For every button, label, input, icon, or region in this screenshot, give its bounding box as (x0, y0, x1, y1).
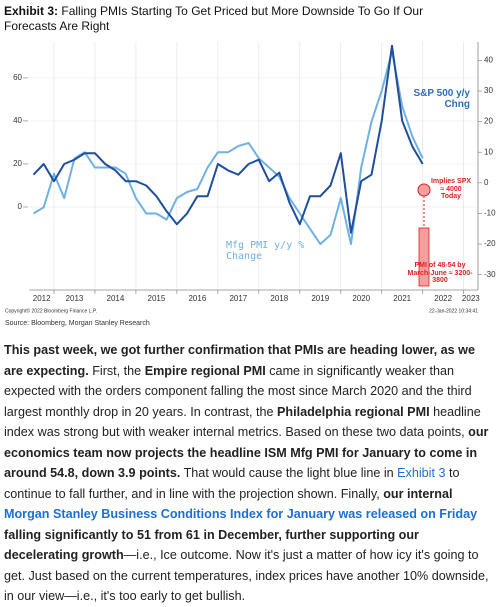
y2-tick-label: 10 (484, 147, 493, 156)
x-tick-label: 2014 (107, 294, 125, 303)
x-tick-label: 2015 (148, 294, 166, 303)
y2-tick-label: 0 (484, 178, 489, 187)
text-run: First, the (88, 363, 145, 378)
text-run: headline index was strong but with weake… (4, 404, 481, 440)
source: Source: Bloomberg, Morgan Stanley Resear… (5, 320, 150, 327)
x-tick-label: 2016 (188, 294, 206, 303)
body-paragraph: This past week, we got further confirmat… (4, 340, 494, 607)
chart: Copyright© 2022 Bloomberg Finance L.P. 2… (5, 42, 496, 327)
y-tick-label: 40 (13, 116, 22, 125)
x-tick-label: 2018 (270, 294, 288, 303)
text-run: our economics team now projects the head… (4, 425, 489, 480)
y2-tick-label: 30 (484, 86, 493, 95)
exhibit-title: Exhibit 3: Falling PMIs Starting To Get … (4, 4, 474, 34)
text-run: Philadelphia regional PMI (277, 404, 430, 419)
title-text: Falling PMIs Starting To Get Priced but … (4, 4, 424, 33)
text-run: Empire regional PMI (144, 363, 266, 378)
projection-box (418, 227, 430, 287)
annotation-implied: Implies SPX ≈ 4000 Today (430, 178, 472, 201)
y-tick-label: 20 (13, 159, 22, 168)
y-tick-label: 0 (18, 202, 23, 211)
series-line (32, 44, 424, 234)
x-tick-label: 2020 (352, 294, 370, 303)
x-tick-label: 2019 (311, 294, 329, 303)
x-tick-label: 2023 (462, 294, 480, 303)
y2-tick-label: -10 (484, 209, 496, 218)
y2-tick-label: -30 (484, 270, 496, 279)
y-tick-label: 60 (13, 73, 22, 82)
timestamp: 22-Jan-2022 10:34:41 (429, 308, 478, 314)
x-tick-label: 2013 (66, 294, 84, 303)
implied-marker (417, 183, 431, 197)
text-run: This past week, we got further confirmat… (4, 343, 475, 378)
page: Exhibit 3: Falling PMIs Starting To Get … (4, 4, 497, 603)
text-run: came in significantly weaker than expect… (4, 363, 472, 419)
x-tick-label: 2017 (229, 294, 247, 303)
exhibit-link[interactable]: Exhibit 3 (397, 466, 446, 480)
y2-tick-label: 20 (484, 117, 493, 126)
series-line (32, 50, 424, 246)
text-run: falling significantly to 51 from 61 in D… (4, 527, 419, 563)
index-link[interactable]: Morgan Stanley Business Conditions Index… (4, 507, 478, 521)
text-run: our internal (383, 486, 453, 501)
legend-sp500: S&P 500 y/y Chng (413, 88, 470, 110)
legend-pmi: Mfg PMI y/y % Change (226, 240, 305, 262)
y2-tick-label: -20 (484, 239, 496, 248)
exhibit-label: Exhibit 3: (4, 4, 59, 18)
text-run: That would cause the light blue line in (180, 466, 398, 480)
x-tick-label: 2012 (33, 294, 51, 303)
annotation-projection: PMI of 48-54 by March-June ≈ 3200-3800 (407, 262, 473, 285)
y2-tick-label: 40 (484, 55, 493, 64)
x-tick-label: 2021 (393, 294, 411, 303)
copyright: Copyright© 2022 Bloomberg Finance L.P. (5, 307, 97, 314)
text-run: to continue to fall further, and in line… (4, 466, 460, 501)
x-tick-label: 2022 (434, 294, 452, 303)
